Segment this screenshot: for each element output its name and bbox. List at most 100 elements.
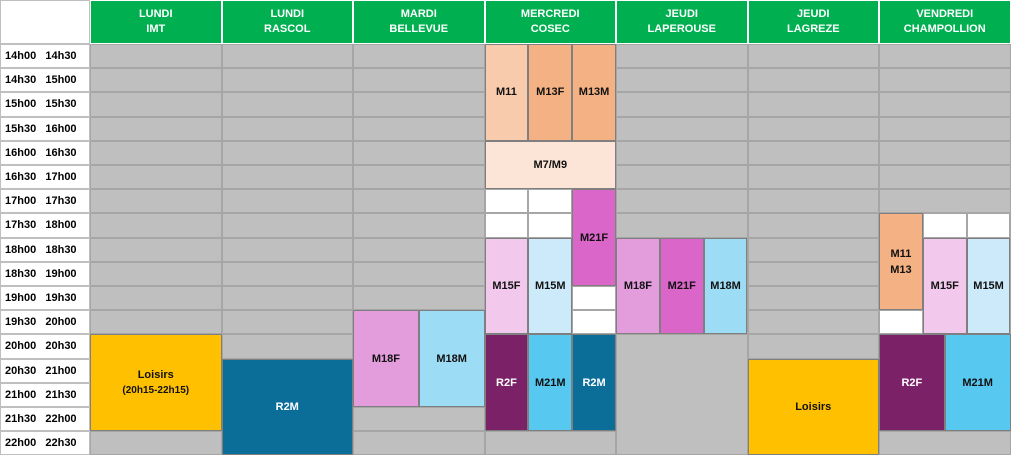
session-block: R2M xyxy=(221,358,353,456)
time-slot-label: 17h00 17h30 xyxy=(0,189,90,214)
empty-slot xyxy=(90,140,222,165)
empty-slot xyxy=(747,68,879,93)
session-label: M18M xyxy=(710,279,741,292)
session-block: M11 M13 xyxy=(879,213,923,311)
empty-slot xyxy=(747,286,879,311)
empty-slot xyxy=(221,92,353,117)
session-label: M21M xyxy=(962,376,993,389)
empty-slot xyxy=(747,92,879,117)
venue-name: BELLEVUE xyxy=(389,23,449,35)
day-header: VENDREDI CHAMPOLLION xyxy=(879,0,1011,44)
empty-slot xyxy=(747,44,879,69)
empty-slot xyxy=(879,116,1011,141)
session-block: R2F xyxy=(879,334,945,432)
empty-slot xyxy=(221,165,353,190)
session-label: R2F xyxy=(496,376,517,389)
session-block: M18M xyxy=(418,310,485,407)
session-label: M13F xyxy=(536,86,565,99)
empty-slot xyxy=(879,140,1011,165)
day-header: MERCREDI COSEC xyxy=(484,0,616,44)
empty-slot xyxy=(879,92,1011,117)
empty-slot xyxy=(90,237,222,262)
session-label: M13M xyxy=(578,86,610,99)
session-block: M18F xyxy=(353,310,419,407)
time-slot-label: 16h00 16h30 xyxy=(0,140,90,165)
empty-slot xyxy=(879,44,1011,69)
empty-slot xyxy=(353,116,485,141)
time-slot-label: 15h00 15h30 xyxy=(0,92,90,117)
venue-name: RASCOL xyxy=(264,23,311,35)
day-name: LUNDI xyxy=(270,8,305,20)
session-block: M18M xyxy=(703,237,748,335)
empty-slot xyxy=(221,310,353,335)
empty-slot xyxy=(616,44,748,69)
session-label: M18F xyxy=(623,279,652,292)
empty-slot xyxy=(747,334,879,359)
empty-slot xyxy=(747,310,879,335)
empty-slot xyxy=(747,189,879,214)
session-label: Loisirs xyxy=(137,368,174,381)
empty-slot xyxy=(221,286,353,311)
empty-slot xyxy=(90,44,222,69)
empty-slot xyxy=(90,68,222,93)
empty-slot xyxy=(90,165,222,190)
empty-slot xyxy=(747,261,879,286)
day-header: JEUDI LAGREZE xyxy=(747,0,879,44)
blank-slot xyxy=(484,213,529,238)
venue-name: CHAMPOLLION xyxy=(903,23,986,35)
day-header: JEUDI LAPEROUSE xyxy=(616,0,748,44)
empty-slot xyxy=(616,165,748,190)
empty-slot xyxy=(90,116,222,141)
empty-slot xyxy=(484,431,616,456)
empty-slot xyxy=(90,261,222,286)
empty-slot xyxy=(353,237,485,262)
blank-slot xyxy=(484,189,529,214)
empty-slot xyxy=(616,189,748,214)
session-label: M21M xyxy=(534,376,566,389)
time-slot-label: 14h00 14h30 xyxy=(0,44,90,69)
empty-slot xyxy=(616,116,748,141)
time-slot-label: 20h30 21h00 xyxy=(0,358,90,383)
empty-slot xyxy=(353,261,485,286)
empty-slot xyxy=(353,286,485,311)
session-block: M21F xyxy=(659,237,704,335)
session-block: M15M xyxy=(528,237,573,335)
session-block: R2M xyxy=(572,334,616,432)
empty-slot xyxy=(221,334,353,359)
time-slot-label: 15h30 16h00 xyxy=(0,116,90,141)
session-label: M18F xyxy=(371,352,400,365)
empty-slot xyxy=(747,116,879,141)
empty-slot xyxy=(616,92,748,117)
day-name: JEUDI xyxy=(665,8,698,20)
session-label: M11 xyxy=(496,86,517,99)
empty-slot xyxy=(90,431,222,456)
blank-slot xyxy=(572,286,616,311)
session-block: Loisirs xyxy=(747,358,879,456)
empty-slot xyxy=(747,140,879,165)
empty-slot xyxy=(221,68,353,93)
empty-slot xyxy=(353,165,485,190)
day-name: LUNDI xyxy=(138,8,173,20)
empty-slot xyxy=(221,116,353,141)
blank-slot xyxy=(528,189,573,214)
empty-slot xyxy=(221,261,353,286)
session-sublabel: M13 xyxy=(890,263,912,276)
time-slot-label: 14h30 15h00 xyxy=(0,68,90,93)
day-name: JEUDI xyxy=(797,8,830,20)
session-label: M15M xyxy=(534,279,566,292)
blank-slot xyxy=(922,213,967,238)
empty-slot xyxy=(353,140,485,165)
empty-slot xyxy=(747,213,879,238)
day-name: MARDI xyxy=(400,8,437,20)
venue-name: IMT xyxy=(146,23,166,35)
day-name: MERCREDI xyxy=(520,8,580,20)
empty-slot xyxy=(879,68,1011,93)
day-header: LUNDI IMT xyxy=(90,0,222,44)
empty-slot xyxy=(353,213,485,238)
session-block: M11 xyxy=(484,44,529,141)
time-slot-label: 17h30 18h00 xyxy=(0,213,90,238)
time-slot-label: 20h00 20h30 xyxy=(0,334,90,359)
venue-name: LAGREZE xyxy=(786,23,840,35)
time-slot-label: 19h30 20h00 xyxy=(0,310,90,335)
session-label: M7/M9 xyxy=(533,158,568,171)
